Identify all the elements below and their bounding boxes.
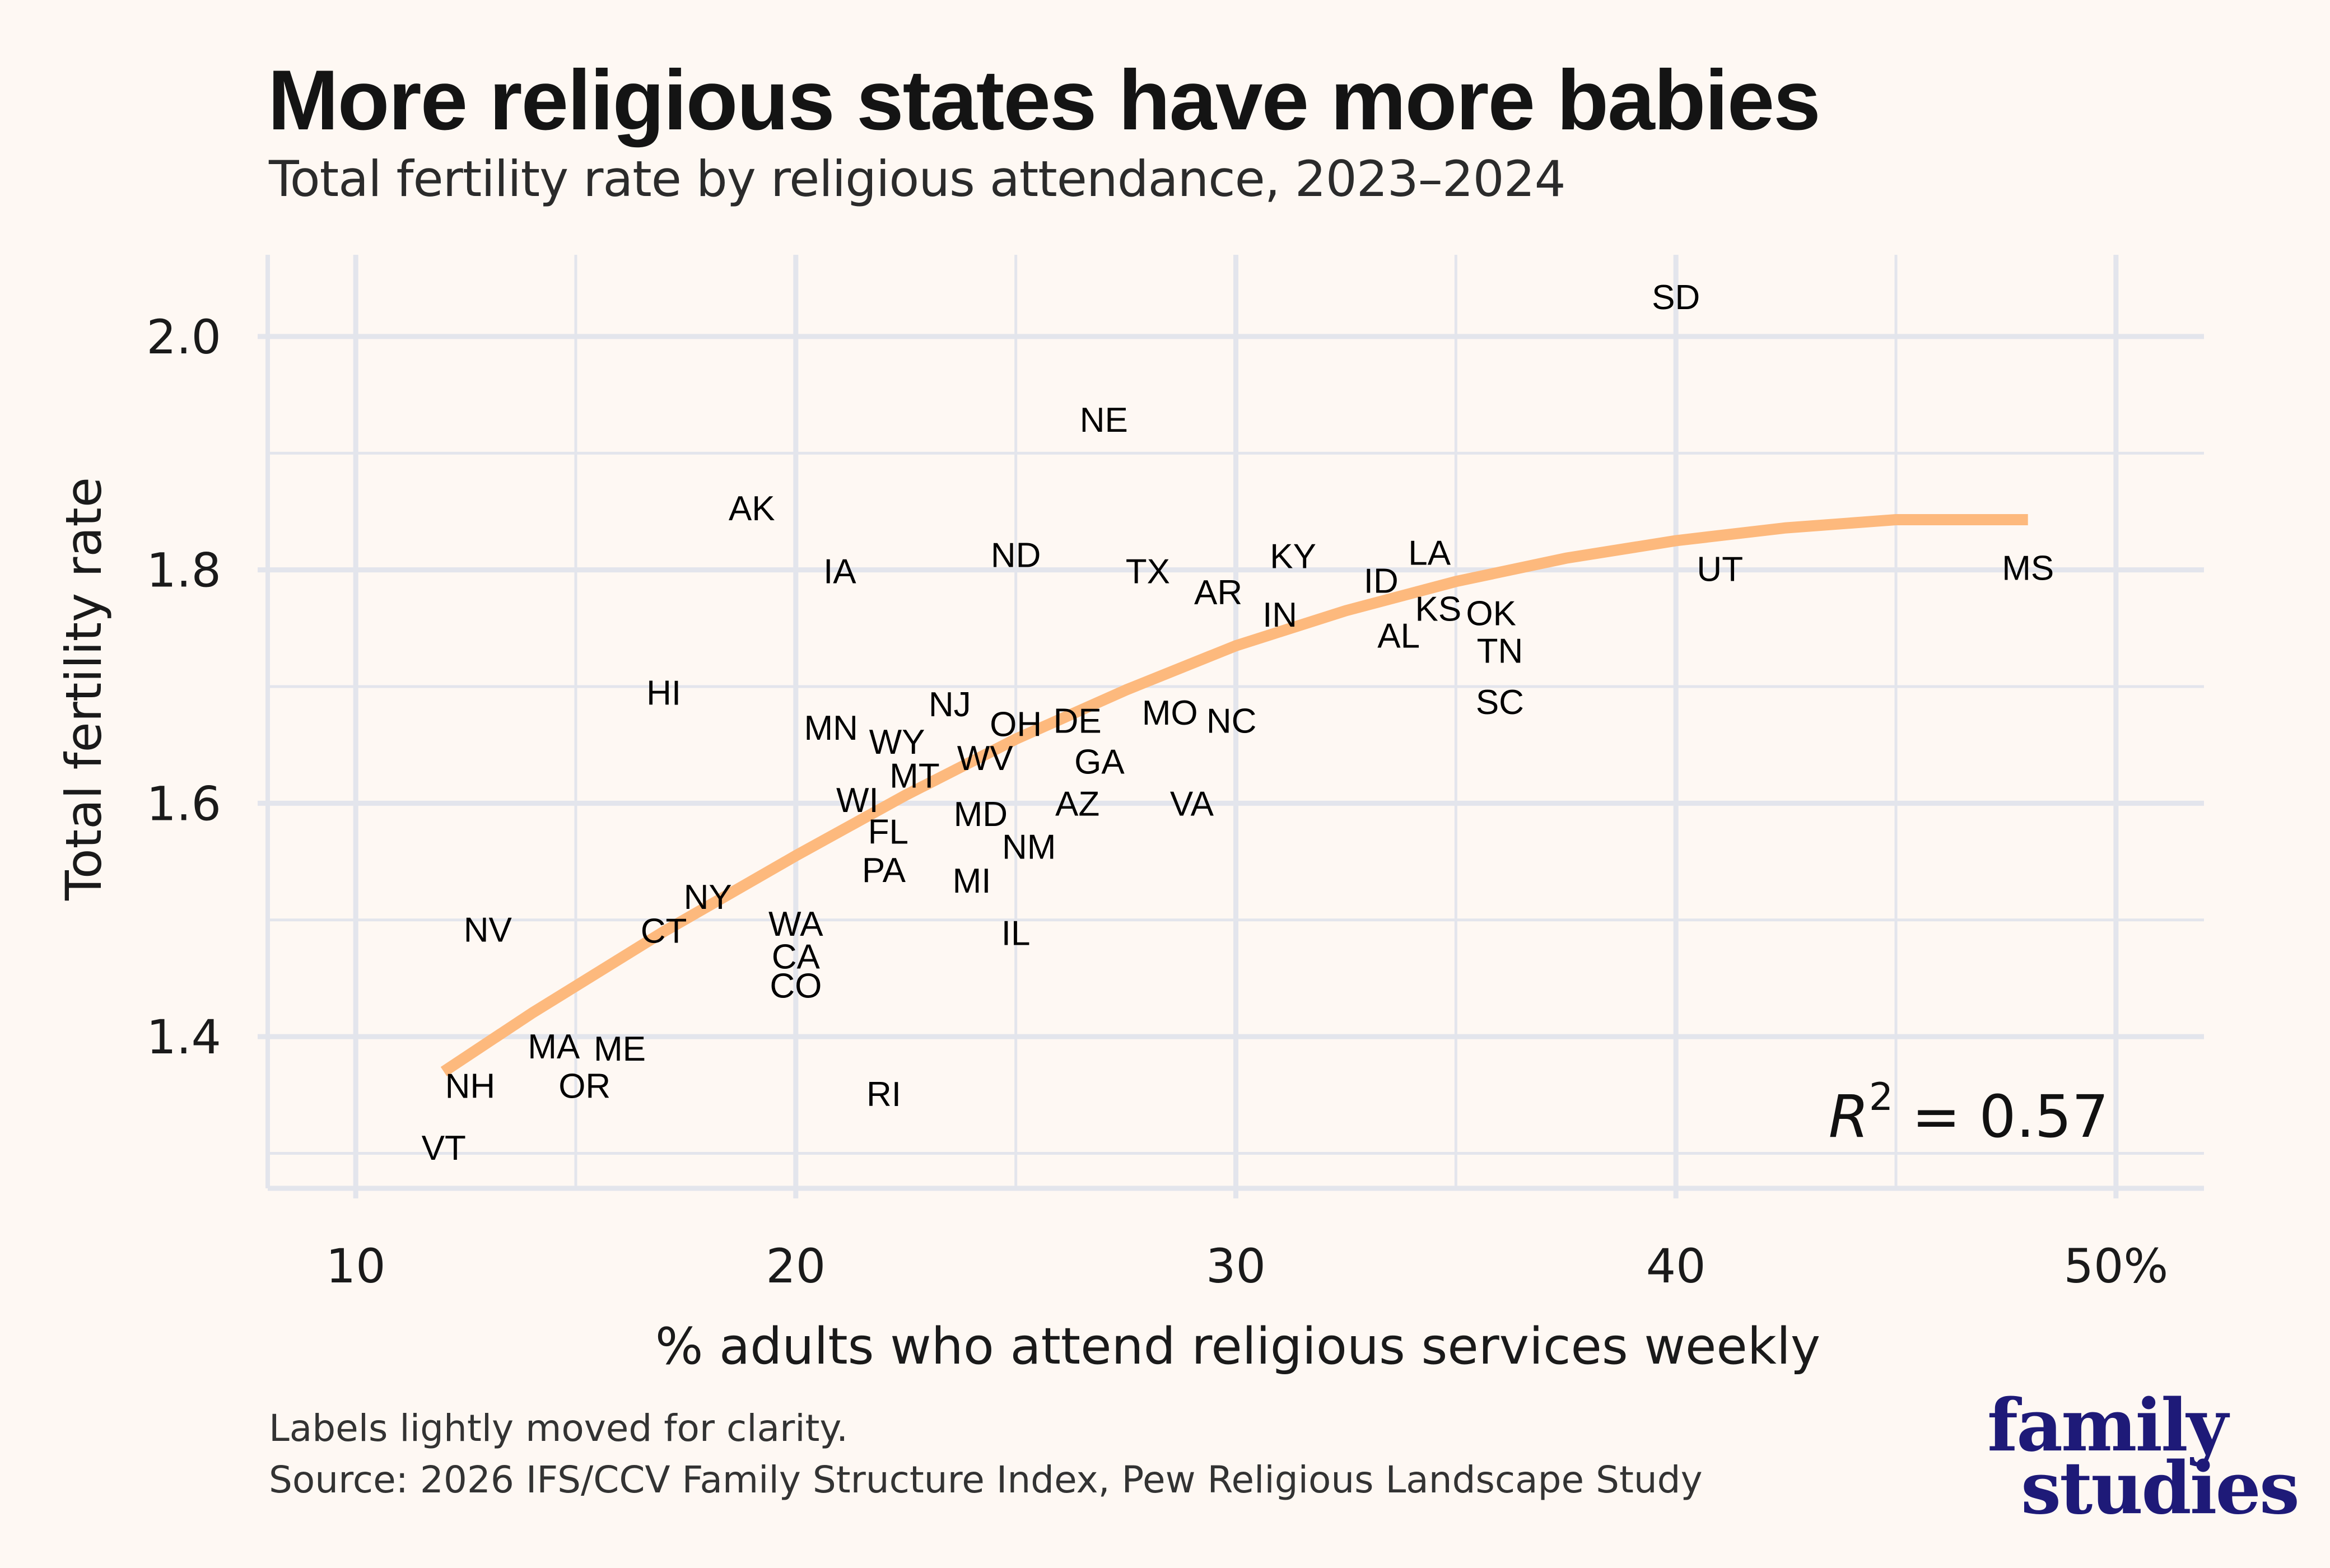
trend-line xyxy=(440,514,2028,1076)
state-label-oh: OH xyxy=(990,706,1042,744)
state-label-wa: WA xyxy=(768,905,823,944)
state-label-sc: SC xyxy=(1476,683,1524,722)
grid xyxy=(258,255,2204,1198)
x-tick-label: 20 xyxy=(766,1239,826,1294)
chart-subtitle: Total fertility rate by religious attend… xyxy=(269,150,1566,208)
x-tick-label: 30 xyxy=(1206,1239,1266,1294)
y-tick-label: 1.8 xyxy=(146,543,221,598)
state-label-al: AL xyxy=(1377,617,1420,655)
x-tick-label: 10 xyxy=(326,1239,386,1294)
state-label-de: DE xyxy=(1054,702,1102,740)
state-label-tn: TN xyxy=(1477,632,1523,670)
y-tick-label: 2.0 xyxy=(146,310,221,365)
state-label-wi: WI xyxy=(836,781,879,820)
state-label-nd: ND xyxy=(991,536,1041,575)
r-value: = 0.57 xyxy=(1893,1082,2109,1151)
state-label-or: OR xyxy=(558,1067,611,1106)
state-label-md: MD xyxy=(954,795,1008,834)
state-label-ky: KY xyxy=(1270,538,1316,576)
state-label-me: ME xyxy=(594,1030,646,1068)
state-label-ma: MA xyxy=(528,1028,580,1066)
state-label-pa: PA xyxy=(862,851,906,890)
state-label-sd: SD xyxy=(1652,278,1700,317)
y-axis-label: Total fertility rate xyxy=(55,477,113,901)
state-label-az: AZ xyxy=(1055,785,1099,823)
footer-source: Source: 2026 IFS/CCV Family Structure In… xyxy=(269,1458,1703,1501)
state-label-id: ID xyxy=(1364,562,1399,600)
r-superscript: 2 xyxy=(1869,1075,1893,1119)
state-label-mi: MI xyxy=(953,862,991,900)
state-label-co: CO xyxy=(770,967,822,1005)
state-label-ca: CA xyxy=(772,937,821,976)
x-tick-label: 50% xyxy=(2064,1239,2169,1294)
r-symbol: R xyxy=(1829,1082,1869,1151)
state-label-ga: GA xyxy=(1074,743,1125,781)
logo-line-1: family xyxy=(1987,1384,2228,1468)
state-label-nj: NJ xyxy=(929,685,971,724)
state-label-mt: MT xyxy=(889,757,940,795)
state-label-hi: HI xyxy=(646,674,681,712)
state-label-va: VA xyxy=(1170,785,1214,823)
state-label-ut: UT xyxy=(1697,550,1743,589)
footer-note: Labels lightly moved for clarity. xyxy=(269,1407,849,1450)
state-label-ak: AK xyxy=(729,489,775,528)
x-tick-label: 40 xyxy=(1646,1239,1706,1294)
state-label-tx: TX xyxy=(1126,553,1170,591)
state-label-wy: WY xyxy=(869,723,925,762)
state-label-il: IL xyxy=(1001,914,1031,953)
state-label-ms: MS xyxy=(2002,549,2054,587)
logo-line-2: studies xyxy=(2021,1446,2300,1530)
state-label-wv: WV xyxy=(957,739,1014,778)
state-label-ri: RI xyxy=(866,1075,901,1114)
footer: Labels lightly moved for clarity. Source… xyxy=(269,1403,1703,1506)
state-label-ok: OK xyxy=(1466,595,1516,633)
state-label-fl: FL xyxy=(868,813,908,851)
state-label-ne: NE xyxy=(1080,401,1128,440)
state-label-ny: NY xyxy=(684,878,732,917)
state-label-nv: NV xyxy=(464,911,512,949)
axes: 10 20 30 40 50% 1.4 1.6 1.8 2.0 xyxy=(146,255,2204,1294)
family-studies-logo: family studies xyxy=(1987,1390,2300,1530)
state-label-vt: VT xyxy=(422,1129,466,1168)
chart-title: More religious states have more babies xyxy=(268,53,1821,148)
state-label-ia: IA xyxy=(823,553,856,591)
state-label-mn: MN xyxy=(804,709,858,748)
state-label-nc: NC xyxy=(1206,702,1257,740)
state-label-ct: CT xyxy=(641,912,687,950)
state-label-la: LA xyxy=(1408,534,1451,572)
state-label-in: IN xyxy=(1262,596,1297,634)
x-axis-label: % adults who attend religious services w… xyxy=(655,1317,1820,1376)
state-label-mo: MO xyxy=(1142,694,1198,732)
y-tick-label: 1.4 xyxy=(146,1010,221,1065)
y-tick-label: 1.6 xyxy=(146,776,221,831)
trend-line-group xyxy=(440,514,2028,1076)
state-label-nm: NM xyxy=(1002,828,1056,866)
state-label-ks: KS xyxy=(1415,590,1462,628)
state-label-nh: NH xyxy=(445,1067,496,1106)
r-squared-annotation: R2 = 0.57 xyxy=(1829,1075,2109,1151)
state-label-ar: AR xyxy=(1194,573,1242,612)
